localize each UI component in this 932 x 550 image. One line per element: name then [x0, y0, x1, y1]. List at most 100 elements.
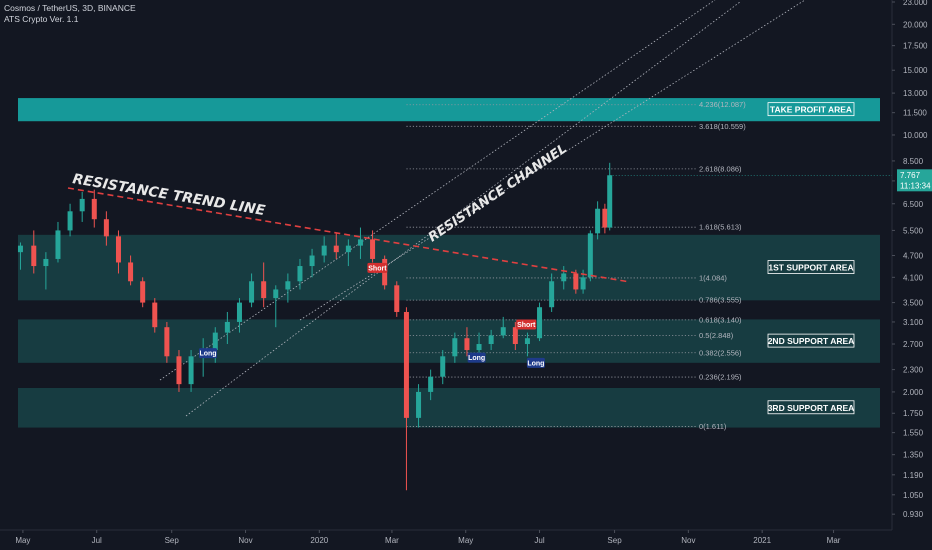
candle-body[interactable]	[602, 208, 608, 228]
y-tick-label: 5.500	[903, 226, 924, 235]
candle-body[interactable]	[428, 376, 434, 392]
symbol-title[interactable]: Cosmos / TetherUS, 3D, BINANCE	[4, 3, 136, 13]
signal-label: Long	[468, 355, 485, 362]
zone-label-box	[767, 102, 855, 117]
zone-4	[18, 387, 880, 428]
candle-body[interactable]	[595, 208, 601, 234]
candle-body[interactable]	[285, 281, 291, 290]
indicator-name[interactable]: ATS Crypto Ver. 1.1	[4, 14, 79, 24]
candle-body[interactable]	[188, 356, 194, 385]
candle-body[interactable]	[43, 258, 49, 267]
y-tick-label: 1.350	[903, 451, 924, 460]
candle-body[interactable]	[587, 233, 593, 278]
fib-label: 3.618(10.559)	[699, 122, 746, 131]
candle-body[interactable]	[524, 338, 530, 345]
candles[interactable]	[17, 162, 613, 491]
y-tick-label: 8.500	[903, 157, 924, 166]
x-tick-label: Mar	[385, 536, 399, 545]
time-axis[interactable]: May Jul Sep Nov 2020 Mar May Jul Sep Nov 2021 Mar	[0, 529, 892, 545]
y-tick-label: 2.300	[903, 366, 924, 375]
candle-body[interactable]	[79, 198, 85, 212]
signal-label: Short	[368, 265, 387, 272]
signal-short[interactable]	[367, 262, 388, 273]
channel-line-mid	[159, 0, 716, 381]
candle-body[interactable]	[488, 335, 494, 345]
y-tick-label: 13.000	[903, 89, 928, 98]
x-tick-label: 2021	[753, 536, 771, 545]
candle-body[interactable]	[55, 230, 61, 259]
candle-body[interactable]	[370, 239, 376, 259]
candle-body[interactable]	[67, 211, 73, 231]
zone-label-box	[767, 260, 855, 274]
candle-body[interactable]	[152, 302, 158, 328]
fib-label: 0.382(2.556)	[699, 348, 742, 357]
fib-label: 0.236(2.195)	[699, 373, 742, 382]
x-tick-label: Jul	[92, 536, 102, 545]
candle-body[interactable]	[236, 302, 242, 322]
x-tick-label: Nov	[238, 536, 252, 545]
zone-label-box	[767, 400, 855, 415]
candle-body[interactable]	[103, 219, 109, 237]
candle-body[interactable]	[176, 356, 182, 385]
candle-body[interactable]	[224, 321, 230, 333]
candle-body[interactable]	[273, 289, 279, 299]
candle-body[interactable]	[403, 311, 409, 418]
signal-short[interactable]	[516, 319, 537, 330]
candle-body[interactable]	[333, 245, 339, 253]
y-tick-label: 2.000	[903, 388, 924, 397]
candle-body[interactable]	[31, 245, 37, 267]
candle-body[interactable]	[164, 327, 170, 357]
candle-body[interactable]	[321, 245, 327, 256]
candle-body[interactable]	[297, 266, 303, 282]
candle-body[interactable]	[115, 236, 121, 263]
candle-body[interactable]	[512, 327, 518, 345]
signal-label: Short	[517, 322, 536, 329]
last-price-countdown: 11:13:34	[900, 181, 931, 190]
candle-body[interactable]	[357, 239, 363, 246]
signals[interactable]: Short Long Long Short Long	[199, 262, 545, 368]
x-tick-label: Nov	[681, 536, 695, 545]
candle-body[interactable]	[537, 307, 543, 339]
y-tick-label: 23.000	[903, 0, 928, 7]
candle-body[interactable]	[573, 273, 579, 290]
y-tick-label: 11.500	[903, 109, 927, 118]
candle-body[interactable]	[140, 281, 146, 303]
candle-body[interactable]	[580, 277, 586, 290]
candle-body[interactable]	[500, 327, 506, 336]
candle-body[interactable]	[212, 332, 218, 351]
signal-long[interactable]	[199, 348, 218, 359]
signal-label: Long	[199, 351, 216, 358]
candle-body[interactable]	[249, 281, 255, 303]
signal-label: Long	[527, 360, 544, 367]
signal-long[interactable]	[526, 357, 545, 368]
fib-label: 0(1.611)	[699, 422, 727, 431]
y-tick-label: 1.050	[903, 491, 924, 500]
zone-label: 2ND SUPPORT AREA	[768, 336, 855, 346]
candle-body[interactable]	[607, 175, 613, 228]
candle-body[interactable]	[394, 285, 400, 312]
candle-body[interactable]	[464, 338, 470, 351]
candle-body[interactable]	[128, 262, 134, 282]
candle-body[interactable]	[476, 344, 482, 351]
candle-body[interactable]	[440, 356, 446, 377]
signal-long[interactable]	[467, 352, 486, 363]
zone-2	[18, 234, 880, 301]
candle-body[interactable]	[416, 391, 422, 418]
x-tick-label: Sep	[165, 536, 180, 545]
candle-body[interactable]	[561, 273, 567, 282]
x-tick-label: Mar	[827, 536, 841, 545]
price-axis[interactable]: 23.000 20.000 17.500 15.000 13.000 11.500 10.0…	[891, 0, 928, 530]
y-tick-label: 6.500	[903, 200, 924, 209]
candle-body[interactable]	[309, 255, 315, 267]
candle-body[interactable]	[91, 198, 97, 220]
zone-label: 1ST SUPPORT AREA	[768, 263, 853, 273]
x-tick-label: Jul	[534, 536, 544, 545]
candle-body[interactable]	[549, 281, 555, 308]
candle-body[interactable]	[261, 281, 267, 299]
candle-body[interactable]	[17, 245, 23, 253]
candle-body[interactable]	[345, 245, 351, 253]
candle-body[interactable]	[452, 338, 458, 357]
last-price-value: 7.767	[900, 171, 921, 180]
